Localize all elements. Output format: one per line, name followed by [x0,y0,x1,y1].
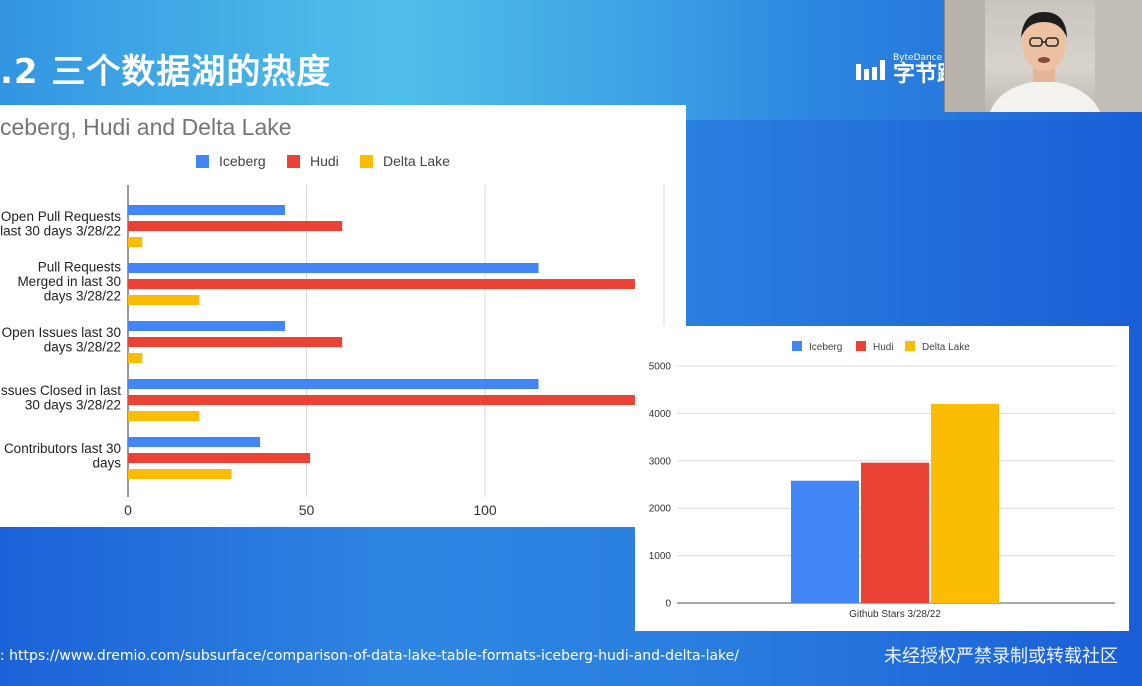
category-label-0-0: Open Pull Requests [1,209,121,224]
chart-bars [128,205,635,479]
bar-delta-lake-1 [128,295,200,305]
legend-swatch-0 [196,155,209,168]
chart-gridlines [677,365,1115,604]
activity-bar-chart: ceberg, Hudi and Delta Lake Iceberg Hudi D… [0,114,665,518]
bar-hudi-4 [128,453,311,463]
source-link[interactable]: : https://www.dremio.com/subsurface/comp… [0,648,739,664]
logo-big-text: 字节跳 [893,62,960,87]
bar-hudi-1 [128,279,635,289]
category-label-1-2: days 3/28/22 [44,289,121,304]
category-label-3-0: ssues Closed in last [1,383,121,398]
webcam-feed [944,0,1142,112]
watermark-text: 未经授权严禁录制或转载社区 [884,646,1118,667]
category-label-4-1: days [92,455,121,470]
bytedance-logo: ByteDance 字节跳 [855,54,959,86]
bar-iceberg-3 [128,379,539,389]
category-label-4-0: Contributors last 30 [4,441,121,456]
legend-label-1: Hudi [310,153,339,169]
legend-swatch-0 [792,341,802,351]
chart-bars [791,403,999,603]
chart-card-activity: ceberg, Hudi and Delta Lake Iceberg Hudi D… [0,105,686,527]
chart-card-stars: Iceberg Hudi Delta Lake 0 1000 2000 3000 4000 5… [635,326,1129,631]
bar-delta-lake-3 [128,411,200,421]
bar-delta-lake [931,403,999,603]
y-tick-2000: 2000 [649,504,672,515]
x-tick-0: 0 [124,502,132,518]
y-tick-3000: 3000 [649,456,672,467]
y-tick-1000: 1000 [649,551,672,562]
category-label-1-0: Pull Requests [38,260,122,275]
chart-x-ticks: 0 50 100 [124,502,497,518]
category-label-2-0: Open Issues last 30 [2,325,121,340]
category-label-2-1: days 3/28/22 [44,339,121,354]
y-tick-0: 0 [665,599,671,610]
bar-hudi-3 [128,395,635,405]
x-tick-100: 100 [473,502,497,518]
bytedance-logo-icon [856,60,885,80]
bar-delta-lake-0 [128,237,143,247]
slide-title: .2 三个数据湖的热度 [0,52,332,92]
category-label-0: Github Stars 3/28/22 [849,609,941,620]
legend-label-2: Delta Lake [922,342,970,353]
bar-hudi [861,462,929,603]
legend-label-0: Iceberg [219,153,266,169]
legend-label-2: Delta Lake [383,153,450,169]
y-tick-4000: 4000 [649,409,672,420]
chart-y-ticks: 0 1000 2000 3000 4000 5000 [649,362,672,610]
legend-label-1: Hudi [873,342,894,353]
logo-small-text: ByteDance [893,53,943,63]
category-label-3-1: 30 days 3/28/22 [25,397,121,412]
legend-swatch-1 [287,155,300,168]
bar-iceberg-0 [128,205,286,215]
chart-legend: Iceberg Hudi Delta Lake [196,153,450,169]
bar-iceberg [791,480,859,603]
bar-hudi-2 [128,337,343,347]
bar-iceberg-1 [128,263,539,273]
bar-iceberg-2 [128,321,286,331]
legend-swatch-1 [856,341,866,351]
bar-hudi-0 [128,221,343,231]
bar-delta-lake-4 [128,469,232,479]
github-stars-bar-chart: Iceberg Hudi Delta Lake 0 1000 2000 3000 4000 5… [649,341,1115,620]
category-label-1-1: Merged in last 30 [17,274,121,289]
y-tick-5000: 5000 [649,362,672,373]
legend-swatch-2 [905,341,915,351]
legend-label-0: Iceberg [809,342,842,353]
chart-title: ceberg, Hudi and Delta Lake [0,114,292,140]
x-tick-50: 50 [299,502,315,518]
chart-category-labels: Github Stars 3/28/22 [849,609,941,620]
bar-iceberg-4 [128,437,261,447]
bar-delta-lake-2 [128,353,143,363]
category-label-0-1: last 30 days 3/28/22 [0,223,121,238]
chart-legend: Iceberg Hudi Delta Lake [792,341,970,353]
legend-swatch-2 [360,155,373,168]
